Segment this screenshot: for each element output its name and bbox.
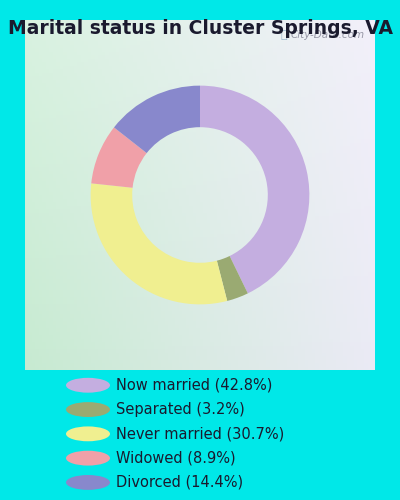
Wedge shape: [91, 128, 147, 188]
Wedge shape: [200, 86, 309, 294]
Wedge shape: [217, 256, 248, 301]
Circle shape: [66, 426, 110, 442]
Text: Marital status in Cluster Springs, VA: Marital status in Cluster Springs, VA: [8, 18, 392, 38]
Circle shape: [66, 402, 110, 417]
Wedge shape: [114, 86, 200, 153]
Text: Widowed (8.9%): Widowed (8.9%): [116, 450, 236, 466]
Circle shape: [66, 378, 110, 392]
Text: Now married (42.8%): Now married (42.8%): [116, 378, 272, 393]
Text: Never married (30.7%): Never married (30.7%): [116, 426, 284, 442]
Text: City-Data.com: City-Data.com: [290, 30, 364, 40]
Text: ⓘ: ⓘ: [281, 30, 288, 40]
Wedge shape: [91, 184, 227, 304]
Text: Divorced (14.4%): Divorced (14.4%): [116, 475, 243, 490]
Text: Separated (3.2%): Separated (3.2%): [116, 402, 245, 417]
Circle shape: [66, 475, 110, 490]
Circle shape: [66, 450, 110, 466]
